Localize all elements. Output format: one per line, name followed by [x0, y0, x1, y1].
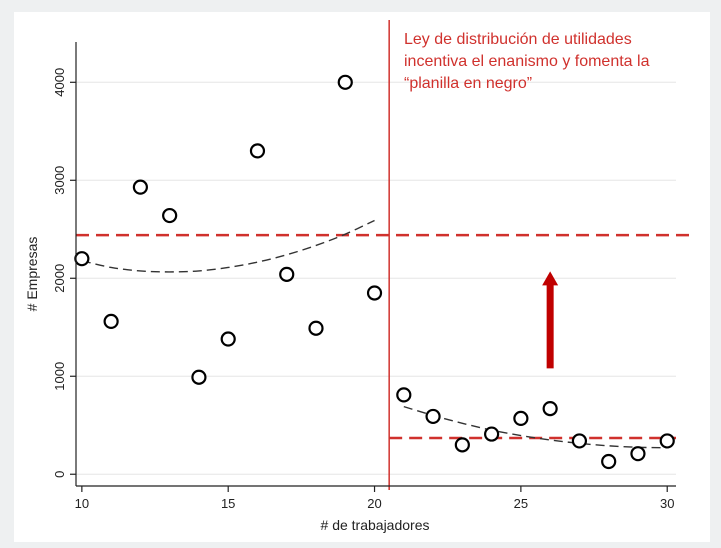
tick-labels: 10 15 20 25 30 0 1000 2000 3000 4000 — [52, 68, 674, 511]
y-tick-label-0: 0 — [52, 471, 67, 478]
scatter-chart: 10 15 20 25 30 0 1000 2000 3000 4000 # de trabaja… — [24, 20, 692, 533]
fit-curve-right — [403, 405, 668, 449]
y-axis-title: # Empresas — [24, 237, 40, 312]
data-point-5 — [220, 331, 236, 347]
mean-lines — [76, 233, 692, 440]
annotation-line-3: “planilla en negro” — [404, 75, 532, 92]
data-point-17 — [571, 433, 588, 449]
annotation-line-1: Ley de distribución de utilidades — [404, 31, 632, 48]
axes — [70, 42, 676, 492]
data-point-0 — [74, 251, 90, 267]
data-point-20 — [659, 433, 675, 449]
y-tick-label-4000: 4000 — [52, 68, 67, 97]
data-point-8 — [308, 320, 324, 336]
data-point-6 — [249, 143, 266, 159]
data-point-3 — [162, 207, 178, 224]
data-point-16 — [542, 400, 558, 417]
x-tick-label-10: 10 — [75, 496, 89, 511]
data-point-18 — [601, 453, 617, 470]
data-point-9 — [337, 74, 353, 90]
x-tick-label-20: 20 — [367, 496, 381, 511]
x-axis-title: # de trabajadores — [321, 517, 430, 533]
fit-curve-left — [81, 219, 375, 273]
y-tick-label-2000: 2000 — [52, 264, 67, 293]
fit-curves — [81, 219, 668, 449]
data-point-4 — [191, 369, 207, 385]
data-point-10 — [366, 285, 383, 301]
data-point-7 — [279, 266, 295, 282]
data-point-15 — [513, 410, 529, 426]
data-point-2 — [132, 179, 148, 195]
y-tick-label-3000: 3000 — [52, 166, 67, 195]
data-point-11 — [396, 387, 412, 403]
y-tick-label-1000: 1000 — [52, 362, 67, 391]
arrow-head — [542, 271, 559, 286]
data-point-12 — [425, 408, 441, 425]
data-points — [74, 74, 675, 470]
data-point-14 — [484, 426, 500, 442]
x-tick-label-25: 25 — [514, 496, 528, 511]
data-point-1 — [103, 313, 119, 329]
x-tick-label-15: 15 — [221, 496, 235, 511]
grid-lines — [76, 81, 676, 475]
arrow-group — [542, 271, 559, 369]
x-tick-label-30: 30 — [660, 496, 674, 511]
data-point-19 — [630, 446, 646, 462]
chart-panel: 10 15 20 25 30 0 1000 2000 3000 4000 # de trabaja… — [14, 12, 710, 542]
annotation-line-2: incentiva el enanismo y fomenta la — [404, 53, 650, 70]
annotation-text: Ley de distribución de utilidades incent… — [404, 31, 654, 92]
data-point-13 — [454, 437, 470, 453]
